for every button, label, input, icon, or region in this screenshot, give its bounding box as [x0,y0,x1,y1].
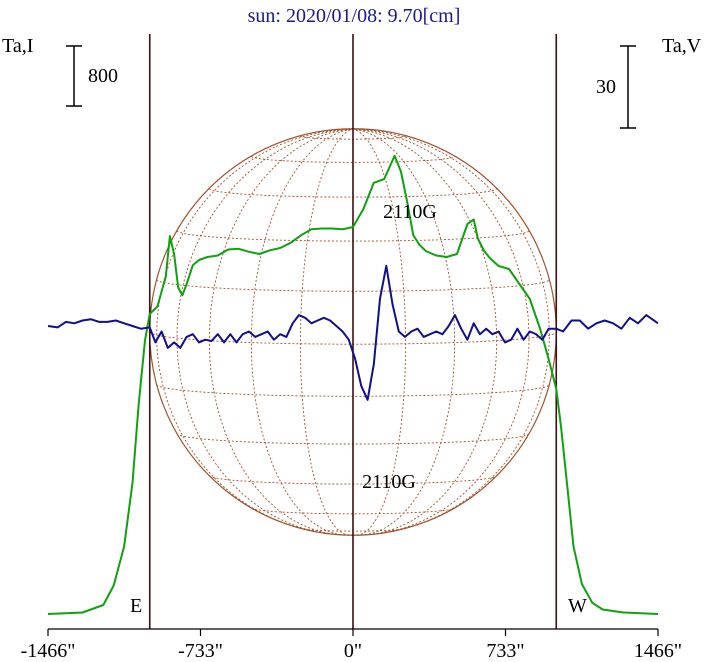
longitude-line [352,128,407,536]
longitude-line [352,128,530,536]
annotation-2110g-top: 2110G [383,201,437,223]
x-tick-label: 1466" [634,640,682,662]
right-scale-bar [620,45,636,129]
x-tick-label: 0" [344,640,362,662]
longitude-line [176,128,354,536]
left-scale-bar [66,45,82,107]
longitude-line [299,128,354,536]
x-tick-label: 733" [486,640,524,662]
limb-markers [148,34,558,629]
x-tick-label: -733" [178,640,223,662]
x-tick-label: -1466" [21,640,76,662]
left-axis-label: Ta,I [2,35,33,57]
chart-title: sun: 2020/01/08: 9.70[cm] [248,5,461,27]
west-limb-label: W [568,595,587,617]
longitude-line [250,128,354,536]
annotation-2110g-bottom: 2110G [362,471,416,493]
longitude-line [208,128,354,536]
x-axis-ticks: -1466" -733" 0" 733" 1466" [21,629,682,662]
longitude-line [352,128,498,536]
right-axis-label: Ta,V [662,35,702,57]
longitude-line [352,128,456,536]
right-scale-bar-label: 30 [596,76,616,98]
left-scale-bar-label: 800 [88,65,118,87]
east-limb-label: E [130,595,142,617]
series-line-v [47,264,659,401]
series-group [47,154,659,615]
series-line-i [47,154,659,615]
